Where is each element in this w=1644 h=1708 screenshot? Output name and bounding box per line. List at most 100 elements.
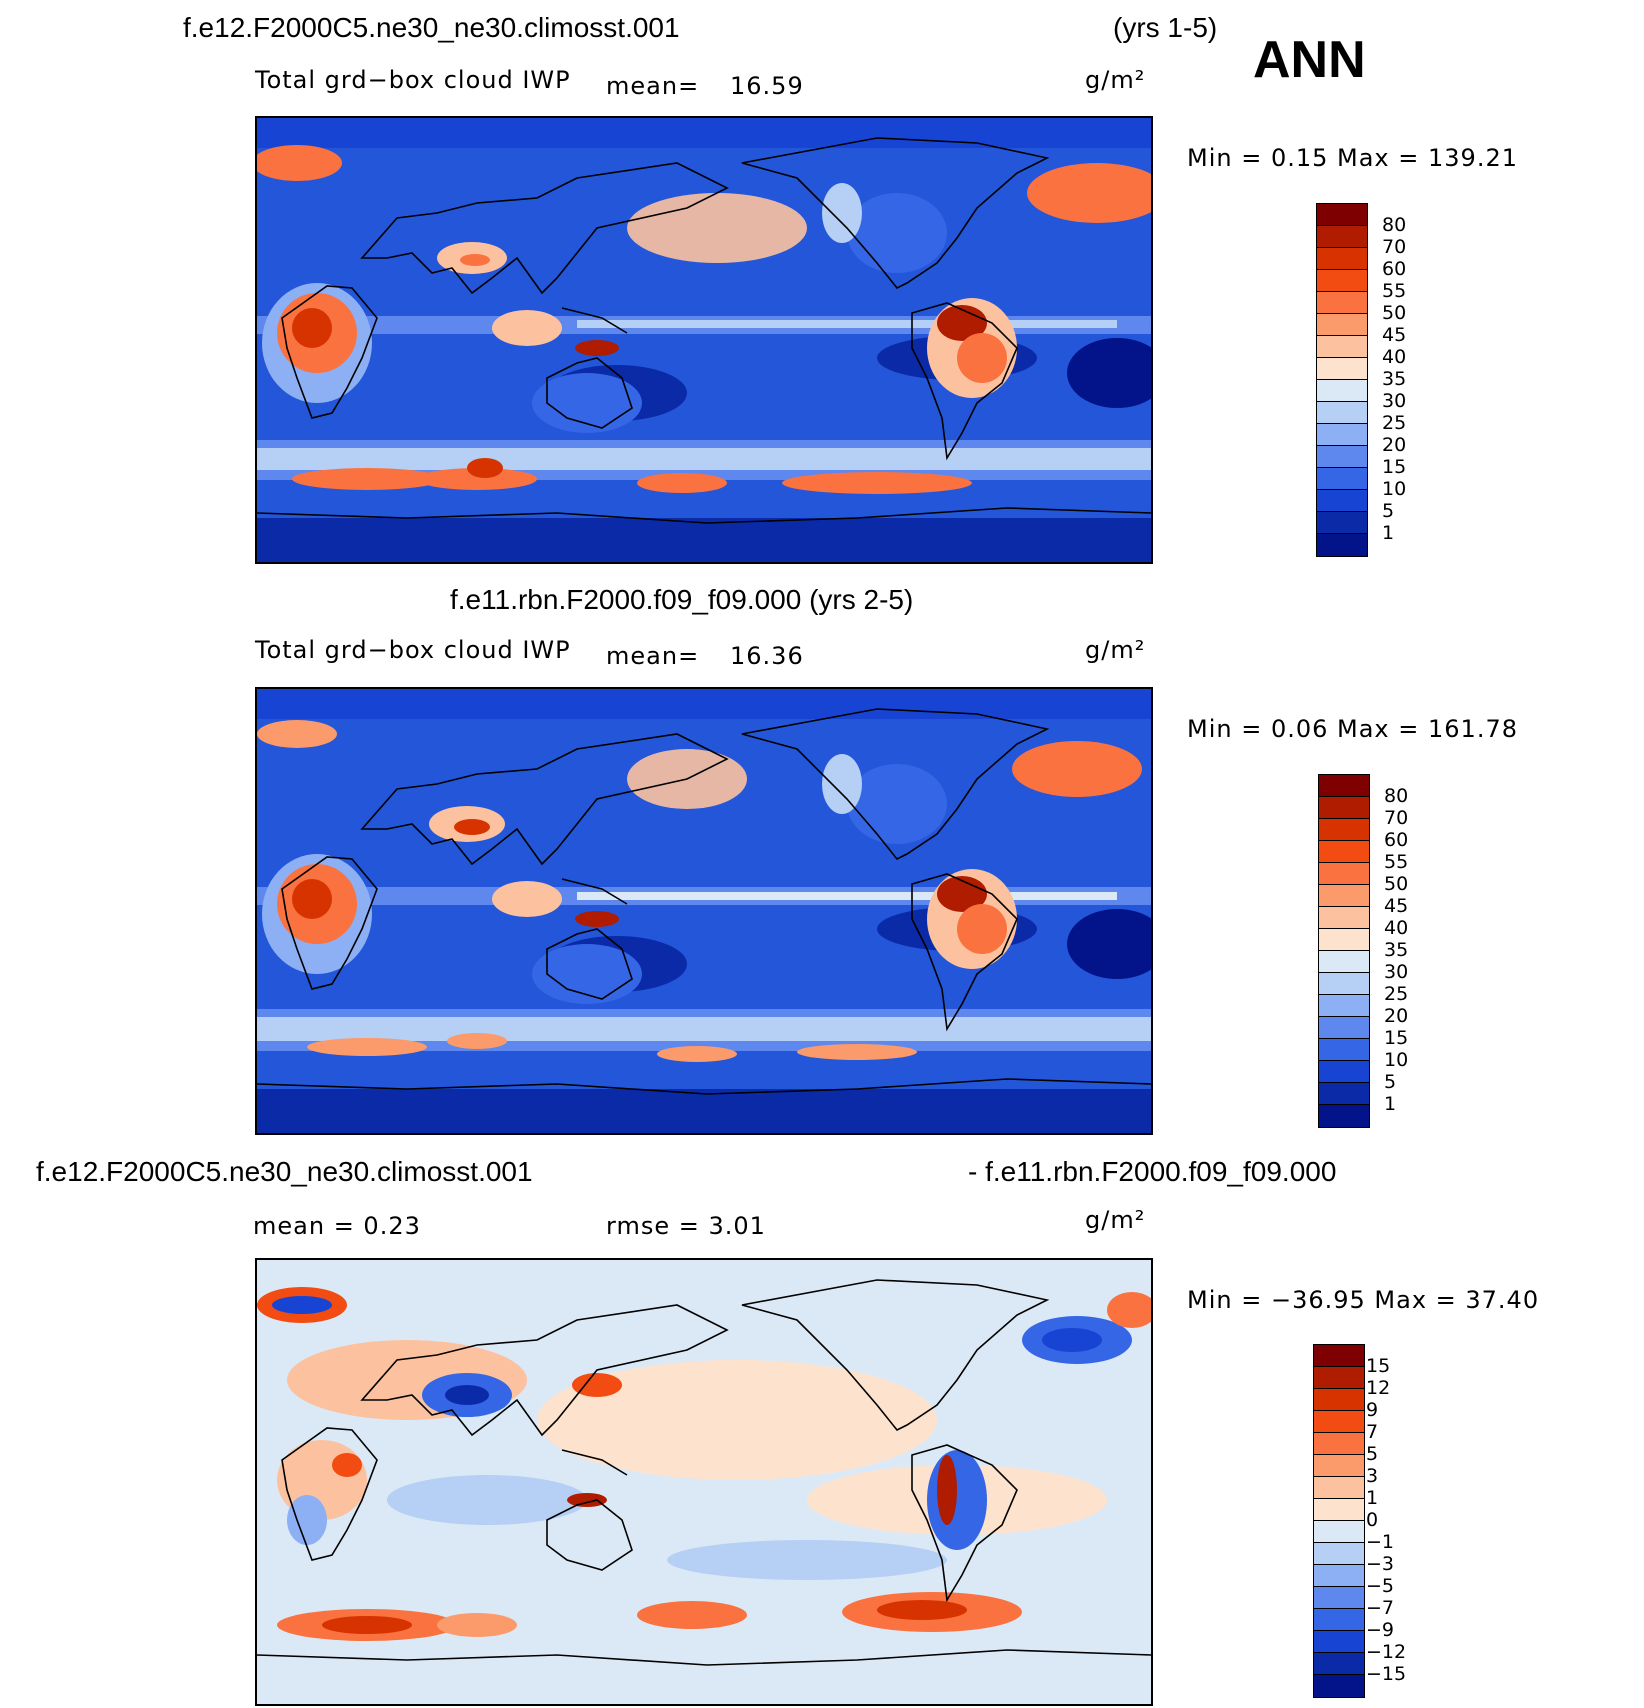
colorbar-swatch	[1319, 775, 1369, 797]
colorbar-label: 80	[1382, 214, 1407, 236]
colorbar-swatch	[1317, 424, 1367, 446]
colorbar-label: 5	[1384, 1071, 1397, 1093]
colorbar-swatch	[1314, 1411, 1364, 1433]
panel3-case-left: f.e12.F2000C5.ne30_ne30.climosst.001	[36, 1156, 533, 1187]
panel1-colorbar	[1316, 203, 1368, 557]
colorbar-label: 55	[1382, 280, 1407, 302]
colorbar-swatch	[1319, 1017, 1369, 1039]
colorbar-label: 0	[1366, 1509, 1379, 1531]
colorbar-label: 15	[1366, 1355, 1391, 1377]
colorbar-label: 70	[1382, 236, 1407, 258]
panel3-coastlines	[257, 1279, 1151, 1666]
colorbar-label: −3	[1366, 1553, 1395, 1575]
colorbar-label: 15	[1384, 1027, 1409, 1049]
colorbar-swatch	[1314, 1499, 1364, 1521]
colorbar-swatch	[1317, 468, 1367, 490]
colorbar-swatch	[1319, 1061, 1369, 1083]
colorbar-swatch	[1314, 1345, 1364, 1367]
panel3-minmax: Min = −36.95 Max = 37.40	[1187, 1286, 1540, 1314]
colorbar-swatch	[1314, 1455, 1364, 1477]
panel3-map-svg	[257, 1260, 1151, 1704]
season-label: ANN	[1253, 31, 1366, 89]
colorbar-swatch	[1319, 951, 1369, 973]
colorbar-swatch	[1319, 973, 1369, 995]
colorbar-label: 50	[1384, 873, 1409, 895]
colorbar-label: 3	[1366, 1465, 1379, 1487]
colorbar-swatch	[1317, 380, 1367, 402]
colorbar-label: 50	[1382, 302, 1407, 324]
colorbar-swatch	[1317, 402, 1367, 424]
colorbar-swatch	[1317, 534, 1367, 556]
colorbar-label: 20	[1384, 1005, 1409, 1027]
colorbar-swatch	[1319, 1083, 1369, 1105]
colorbar-label: 10	[1382, 478, 1407, 500]
colorbar-label: 1	[1366, 1487, 1379, 1509]
panel1-coastlines	[257, 137, 1151, 524]
colorbar-swatch	[1319, 841, 1369, 863]
panel1-mean-value: 16.59	[730, 72, 804, 100]
colorbar-label: 45	[1384, 895, 1409, 917]
panel1-mean-label: mean=	[606, 72, 700, 100]
colorbar-label: 20	[1382, 434, 1407, 456]
colorbar-swatch	[1319, 863, 1369, 885]
colorbar-swatch	[1319, 797, 1369, 819]
panel1-minmax: Min = 0.15 Max = 139.21	[1187, 144, 1518, 172]
colorbar-swatch	[1317, 336, 1367, 358]
colorbar-swatch	[1314, 1565, 1364, 1587]
colorbar-swatch	[1317, 204, 1367, 226]
colorbar-label: 25	[1384, 983, 1409, 1005]
panel2-mean-value: 16.36	[730, 642, 804, 670]
colorbar-label: 9	[1366, 1399, 1379, 1421]
colorbar-label: 60	[1382, 258, 1407, 280]
panel2-mean-label: mean=	[606, 642, 700, 670]
colorbar-label: 25	[1382, 412, 1407, 434]
colorbar-label: 35	[1384, 939, 1409, 961]
panel2-map-svg	[257, 689, 1151, 1133]
colorbar-swatch	[1317, 358, 1367, 380]
colorbar-label: 1	[1384, 1093, 1397, 1115]
colorbar-swatch	[1314, 1653, 1364, 1675]
panel2-variable-label: Total grd−box cloud IWP	[255, 636, 571, 664]
colorbar-label: 55	[1384, 851, 1409, 873]
panel1-map	[255, 116, 1153, 564]
colorbar-label: −12	[1366, 1641, 1407, 1663]
colorbar-label: 1	[1382, 522, 1395, 544]
colorbar-swatch	[1314, 1477, 1364, 1499]
colorbar-label: 70	[1384, 807, 1409, 829]
colorbar-label: 10	[1384, 1049, 1409, 1071]
panel1-variable-label: Total grd−box cloud IWP	[255, 66, 571, 94]
colorbar-swatch	[1317, 248, 1367, 270]
colorbar-swatch	[1314, 1631, 1364, 1653]
colorbar-label: 5	[1382, 500, 1395, 522]
colorbar-label: 60	[1384, 829, 1409, 851]
colorbar-swatch	[1317, 490, 1367, 512]
colorbar-swatch	[1317, 446, 1367, 468]
panel2-case-title: f.e11.rbn.F2000.f09_f09.000 (yrs 2-5)	[450, 584, 914, 615]
colorbar-label: −5	[1366, 1575, 1395, 1597]
colorbar-swatch	[1317, 226, 1367, 248]
colorbar-swatch	[1317, 512, 1367, 534]
panel1-ocean	[257, 118, 1151, 562]
colorbar-swatch	[1319, 995, 1369, 1017]
years-label-top: (yrs 1-5)	[1113, 12, 1218, 43]
colorbar-swatch	[1314, 1675, 1364, 1697]
colorbar-label: 45	[1382, 324, 1407, 346]
panel3-map	[255, 1258, 1153, 1706]
colorbar-swatch	[1314, 1587, 1364, 1609]
colorbar-label: 5	[1366, 1443, 1379, 1465]
case-title-top: f.e12.F2000C5.ne30_ne30.climosst.001	[183, 12, 680, 43]
panel2-units: g/m²	[1085, 636, 1146, 664]
colorbar-label: 80	[1384, 785, 1409, 807]
colorbar-label: 40	[1382, 346, 1407, 368]
panel2-minmax: Min = 0.06 Max = 161.78	[1187, 715, 1518, 743]
colorbar-swatch	[1314, 1367, 1364, 1389]
colorbar-label: 7	[1366, 1421, 1379, 1443]
colorbar-swatch	[1314, 1433, 1364, 1455]
colorbar-label: −9	[1366, 1619, 1395, 1641]
colorbar-swatch	[1314, 1543, 1364, 1565]
colorbar-swatch	[1319, 1105, 1369, 1127]
panel3-mean: mean = 0.23	[253, 1212, 421, 1240]
colorbar-label: 35	[1382, 368, 1407, 390]
colorbar-label: −1	[1366, 1531, 1395, 1553]
panel2-map	[255, 687, 1153, 1135]
